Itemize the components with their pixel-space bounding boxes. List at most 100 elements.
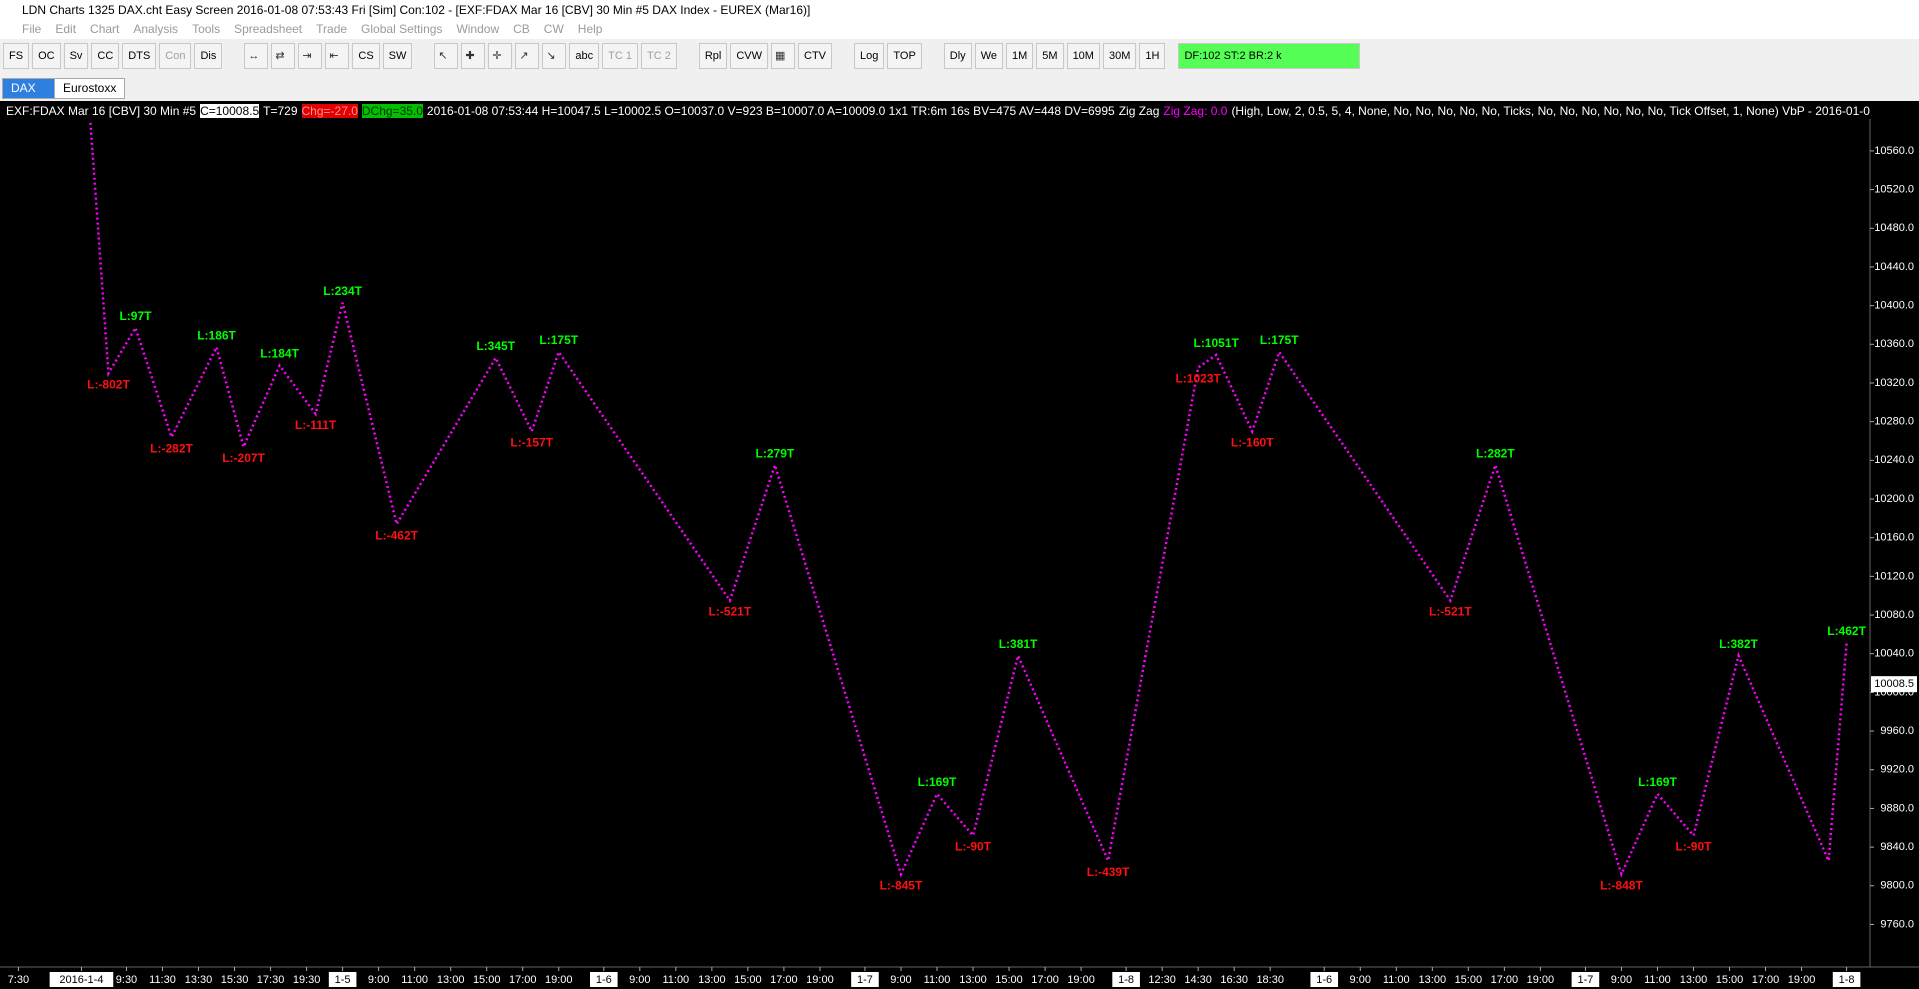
x-tick-box [1832,972,1861,987]
x-tick-label: 13:00 [1419,974,1447,986]
button[interactable]: Dis [194,43,223,69]
pivot-label: L:-207T [222,451,265,465]
x-tick-label: 17:00 [509,974,537,986]
y-tick-label: 9880.0 [1880,802,1914,814]
pivot-label: L:-160T [1231,435,1274,449]
button[interactable]: Con [159,43,192,69]
pivot-label: L:-90T [1675,840,1712,854]
x-tick-label: 13:30 [185,974,213,986]
y-tick-label: 10480.0 [1874,222,1914,234]
x-tick-label: 17:00 [1752,974,1780,986]
tab[interactable]: DAX [2,78,56,99]
button[interactable]: DTS [122,43,157,69]
pivot-label: L:186T [197,328,236,342]
separator [925,44,941,68]
pivot-label: L:1023T [1175,372,1221,386]
x-tick-label: 11:00 [662,974,689,986]
button[interactable]: CC [91,43,120,69]
x-tick-label: 15:00 [995,974,1023,986]
button[interactable]: TC 2 [640,43,677,69]
day-change: DChg=35.0 [361,104,423,118]
y-tick-label: 9960.0 [1880,725,1914,737]
x-tick-box [1310,972,1339,987]
menu-item[interactable]: File [22,22,42,36]
button[interactable]: FS [3,43,30,69]
icon-button[interactable]: ▦ [771,43,796,69]
button[interactable]: CTV [798,43,833,69]
icon-button[interactable]: ⇥ [298,43,323,69]
pivot-label: L:-439T [1087,865,1130,879]
y-tick-label: 10200.0 [1874,493,1914,505]
icon-button[interactable]: ⇄ [271,43,296,69]
button[interactable]: 10M [1066,43,1100,69]
x-tick-label: 17:00 [1491,974,1519,986]
menu-item[interactable]: Tools [192,22,221,36]
x-tick-label: 9:00 [890,974,911,986]
x-tick-label: 18:30 [1256,974,1284,986]
button[interactable]: CVW [730,43,769,69]
pivot-label: L:234T [323,284,362,298]
y-tick-label: 10360.0 [1874,338,1914,350]
x-tick-label: 1-8 [1839,974,1855,986]
button[interactable]: CS [352,43,380,69]
icon-button[interactable]: ⇤ [325,43,350,69]
pivot-label: L:-90T [955,840,992,854]
button[interactable]: TOP [887,43,922,69]
menu-item[interactable]: Global Settings [361,22,443,36]
tab-bar: DAX Eurostoxx [0,73,1919,101]
menu-item[interactable]: Help [577,22,603,36]
zigzag-line [89,122,1848,878]
icon-button[interactable]: ↔ [244,43,269,69]
x-tick-label: 9:00 [1611,974,1632,986]
info-bar: EXF:FDAX Mar 16 [CBV] 30 Min #5 C=10008.5… [0,103,1870,119]
x-tick-label: 9:30 [116,974,137,986]
x-tick-label: 1-7 [857,974,873,986]
pivot-label: L:382T [1719,637,1758,651]
menu-item[interactable]: Spreadsheet [234,22,303,36]
button[interactable]: abc [569,43,600,69]
x-tick-label: 14:30 [1184,974,1212,986]
button[interactable]: SW [382,43,413,69]
menu-item[interactable]: Edit [55,22,77,36]
button[interactable]: 1H [1139,43,1166,69]
icon-button[interactable]: ↖ [434,43,459,69]
pivot-label: L:279T [756,446,795,460]
y-tick-label: 10560.0 [1874,145,1914,157]
indicator-value: Zig Zag: 0.0 [1163,104,1228,118]
x-tick-label: 1-6 [1316,974,1332,986]
button[interactable]: TC 1 [602,43,638,69]
menu-item[interactable]: Trade [316,22,348,36]
button[interactable]: OC [32,43,61,69]
pivot-label: L:-848T [1600,878,1643,892]
button[interactable]: We [974,43,1003,69]
x-tick-box [1112,972,1140,987]
tab[interactable]: Eurostoxx [54,78,126,99]
x-tick-label: 17:00 [1031,974,1059,986]
pivot-label: L:184T [260,347,299,361]
icon-button[interactable]: ✛ [488,43,513,69]
pivot-label: L:97T [119,309,152,323]
x-tick-label: 11:00 [924,974,951,986]
button[interactable]: Dly [943,43,972,69]
x-tick-label: 19:00 [806,974,834,986]
x-tick-label: 15:00 [1455,974,1483,986]
y-tick-label: 10160.0 [1874,532,1914,544]
symbol: EXF:FDAX Mar 16 [CBV] 30 Min #5 [6,104,197,118]
menu-item[interactable]: Analysis [133,22,179,36]
button[interactable]: Log [854,43,885,69]
menu-item[interactable]: Chart [90,22,120,36]
menu-item[interactable]: CB [513,22,530,36]
button[interactable]: Sv [63,43,89,69]
pivot-label: L:381T [999,637,1038,651]
pivot-label: L:-157T [510,435,553,449]
close: C=10008.5 [200,104,260,118]
button[interactable]: 30M [1102,43,1137,69]
menu-item[interactable]: CW [543,22,564,36]
button[interactable]: 1M [1006,43,1034,69]
menu-item[interactable]: Window [456,22,500,36]
button[interactable]: 5M [1036,43,1064,69]
icon-button[interactable]: ✚ [461,43,486,69]
icon-button[interactable]: ↘ [542,43,567,69]
icon-button[interactable]: ↗ [515,43,540,69]
button[interactable]: Rpl [698,43,728,69]
